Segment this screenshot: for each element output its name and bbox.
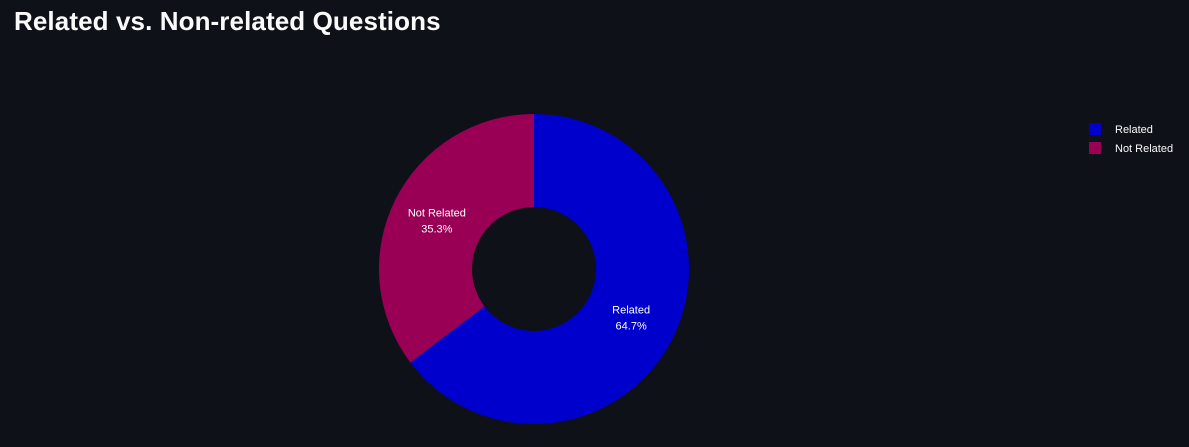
legend-item-related[interactable]: Related bbox=[1089, 123, 1153, 136]
legend-swatch bbox=[1089, 142, 1101, 154]
slice-not-related[interactable] bbox=[379, 114, 534, 363]
slice-labels: Related 64.7% Not Related 35.3% bbox=[408, 208, 650, 333]
legend-label: Related bbox=[1115, 124, 1153, 136]
legend-label: Not Related bbox=[1115, 143, 1173, 155]
donut-slices bbox=[379, 114, 689, 425]
slice-related[interactable] bbox=[410, 114, 689, 425]
legend-swatch bbox=[1089, 123, 1101, 135]
slice-label-related: Related 64.7% bbox=[612, 304, 650, 332]
page-title: Related vs. Non-related Questions bbox=[14, 6, 441, 36]
legend-item-not-related[interactable]: Not Related bbox=[1089, 142, 1173, 155]
chart-legend: Related Not Related bbox=[1089, 123, 1173, 155]
slice-label-not-related: Not Related 35.3% bbox=[408, 208, 466, 236]
